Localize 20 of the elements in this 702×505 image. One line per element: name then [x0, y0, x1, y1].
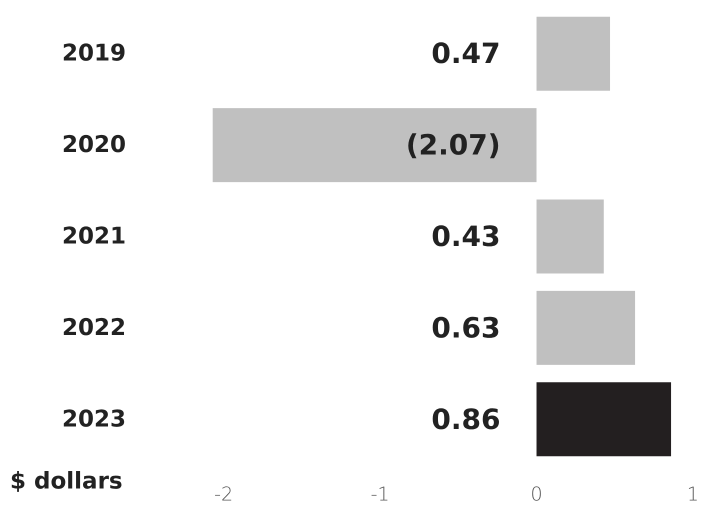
y-tick-label: 2022 [62, 314, 126, 341]
bar [536, 16, 610, 91]
y-tick-label: 2020 [62, 132, 126, 158]
data-label: 0.86 [431, 402, 501, 436]
data-label: 0.43 [431, 220, 501, 253]
x-tick-label: -1 [370, 484, 390, 505]
bar [536, 290, 636, 365]
bar [212, 108, 537, 182]
x-tick-label: 1 [686, 484, 700, 505]
y-tick-label: 2021 [62, 224, 126, 250]
y-tick-label: 2019 [62, 40, 126, 67]
y-tick-label: 2023 [62, 406, 126, 432]
data-label: 0.47 [431, 37, 501, 70]
bar [536, 382, 672, 456]
data-label: (2.07) [406, 128, 501, 162]
x-axis-title: $ dollars [10, 468, 123, 494]
bar [536, 200, 604, 274]
x-tick-label: 0 [530, 484, 543, 505]
data-label: 0.63 [431, 311, 501, 344]
x-tick-label: -2 [214, 484, 234, 505]
